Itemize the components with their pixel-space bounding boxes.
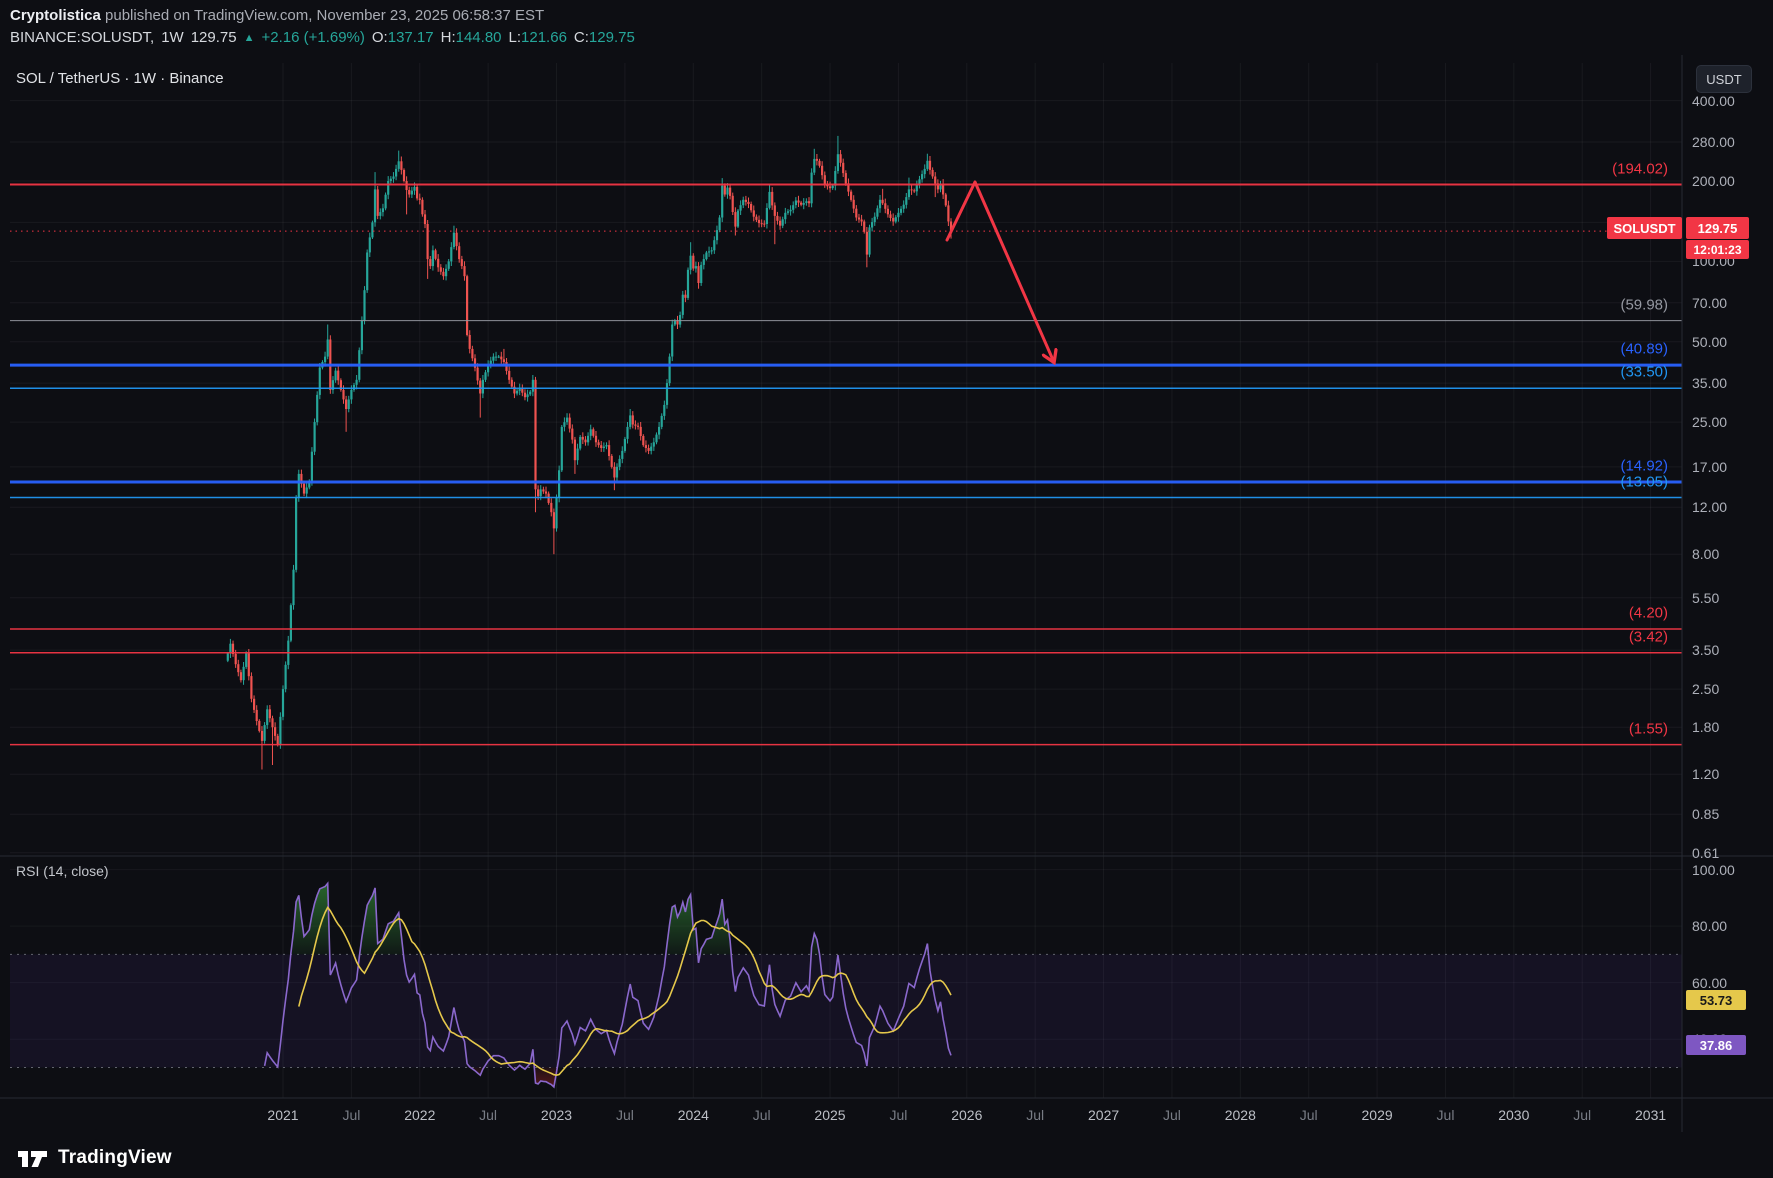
symbol-name: BINANCE:SOLUSDT, bbox=[10, 29, 155, 46]
time-axis-label: 2023 bbox=[540, 1107, 573, 1123]
price-axis-label: 70.00 bbox=[1692, 294, 1728, 311]
price-change: +2.16 (+1.69%) bbox=[261, 29, 365, 46]
time-axis-label: Jul bbox=[1162, 1107, 1181, 1123]
time-axis-label: 2030 bbox=[1498, 1107, 1530, 1123]
time-axis-label: Jul bbox=[1573, 1107, 1592, 1123]
rsi-value-badge: 37.86 bbox=[1686, 1035, 1746, 1055]
price-axis-label: 1.80 bbox=[1692, 719, 1720, 736]
time-axis-label: Jul bbox=[479, 1107, 498, 1123]
rsi-axis-label: 80.00 bbox=[1692, 918, 1728, 935]
level-label: (194.02) bbox=[1612, 160, 1668, 178]
ohlc-high: H:144.80 bbox=[440, 29, 502, 46]
candle-countdown-badge: 12:01:23 bbox=[1686, 240, 1749, 259]
last-price-badge: 129.75 bbox=[1686, 217, 1749, 239]
tradingview-logo-icon bbox=[18, 1151, 47, 1167]
time-axis-label: 2027 bbox=[1088, 1107, 1120, 1123]
pane-dividers bbox=[0, 55, 1773, 1132]
rsi-axis-label: 60.00 bbox=[1692, 974, 1728, 991]
time-axis-label: Jul bbox=[1026, 1107, 1045, 1123]
rsi-line bbox=[263, 881, 952, 1089]
price-axis-label: 0.61 bbox=[1692, 844, 1720, 861]
last-price-symbol-badge: SOLUSDT bbox=[1607, 217, 1682, 239]
time-axis-label: Jul bbox=[752, 1107, 771, 1123]
price-axis-label: 2.50 bbox=[1692, 681, 1720, 698]
ohlc-close: C:129.75 bbox=[573, 29, 635, 46]
time-axis-label: Jul bbox=[615, 1107, 634, 1123]
time-axis-label: Jul bbox=[342, 1107, 361, 1123]
time-axis-label: 2026 bbox=[951, 1107, 983, 1123]
time-axis-label: 2029 bbox=[1361, 1107, 1393, 1123]
tradingview-wordmark: TradingView bbox=[58, 1147, 172, 1168]
level-label: (33.50) bbox=[1620, 363, 1668, 381]
projection-arrow[interactable] bbox=[945, 180, 1053, 360]
tradingview-footer[interactable]: TradingView bbox=[18, 1140, 172, 1176]
time-axis-label: Jul bbox=[889, 1107, 908, 1123]
level-lines bbox=[10, 183, 1682, 746]
currency-unit-button[interactable]: USDT bbox=[1696, 65, 1752, 93]
price-axis-label: 25.00 bbox=[1692, 414, 1728, 431]
interval-label: 1W bbox=[161, 29, 184, 46]
time-axis-label: 2024 bbox=[677, 1107, 709, 1123]
level-label: (13.05) bbox=[1620, 473, 1668, 490]
time-axis-label: 2028 bbox=[1224, 1107, 1256, 1123]
level-label: (59.98) bbox=[1620, 296, 1668, 314]
time-axis-label: 2031 bbox=[1635, 1107, 1667, 1123]
price-axis-label: 1.20 bbox=[1692, 766, 1720, 783]
gridlines bbox=[10, 63, 1682, 1098]
rsi-axis-label: 100.00 bbox=[1692, 861, 1735, 878]
level-label: (4.20) bbox=[1628, 604, 1668, 622]
publish-line: Cryptolistica published on TradingView.c… bbox=[10, 7, 544, 24]
price-axis-label: 280.00 bbox=[1692, 134, 1735, 150]
rsi-indicator-title[interactable]: RSI (14, close) bbox=[16, 863, 109, 879]
price-axis-label: 17.00 bbox=[1692, 458, 1728, 475]
ohlc-low: L:121.66 bbox=[508, 29, 567, 46]
symbol-status-line: BINANCE:SOLUSDT, 1W 129.75 ▲ +2.16 (+1.6… bbox=[10, 29, 635, 46]
time-axis-label: 2021 bbox=[267, 1107, 299, 1123]
candlestick-series bbox=[226, 135, 953, 770]
rsi-ma-value-badge: 53.73 bbox=[1686, 990, 1746, 1010]
publish-info: published on TradingView.com, November 2… bbox=[100, 7, 545, 24]
price-axis-label: 12.00 bbox=[1692, 499, 1728, 516]
time-axis-label: 2025 bbox=[814, 1107, 846, 1123]
time-axis-label: 2022 bbox=[404, 1107, 436, 1123]
arrow-up-icon: ▲ bbox=[243, 31, 255, 44]
price-axis-label: 50.00 bbox=[1692, 333, 1728, 350]
price-axis-label: 5.50 bbox=[1692, 589, 1720, 606]
last-price: 129.75 bbox=[190, 29, 237, 46]
chart-legend-title[interactable]: SOL / TetherUS · 1W · Binance bbox=[16, 70, 224, 87]
rsi-ma-line bbox=[298, 906, 952, 1077]
time-axis-label: Jul bbox=[1436, 1107, 1455, 1123]
price-axis-label: 35.00 bbox=[1692, 375, 1728, 392]
level-label: (1.55) bbox=[1628, 720, 1668, 738]
price-axis-label: 8.00 bbox=[1692, 546, 1720, 563]
time-axis-label: Jul bbox=[1299, 1107, 1318, 1123]
price-axis-label: 3.50 bbox=[1692, 642, 1720, 659]
level-label: (14.92) bbox=[1620, 457, 1668, 475]
ohlc-open: O:137.17 bbox=[371, 29, 434, 46]
price-axis-label: 400.00 bbox=[1692, 92, 1735, 109]
author-name: Cryptolistica bbox=[10, 7, 101, 24]
level-label: (3.42) bbox=[1628, 628, 1668, 646]
price-axis-label: 0.85 bbox=[1692, 806, 1720, 823]
level-label: (40.89) bbox=[1620, 340, 1668, 358]
price-axis-label: 200.00 bbox=[1692, 173, 1735, 189]
